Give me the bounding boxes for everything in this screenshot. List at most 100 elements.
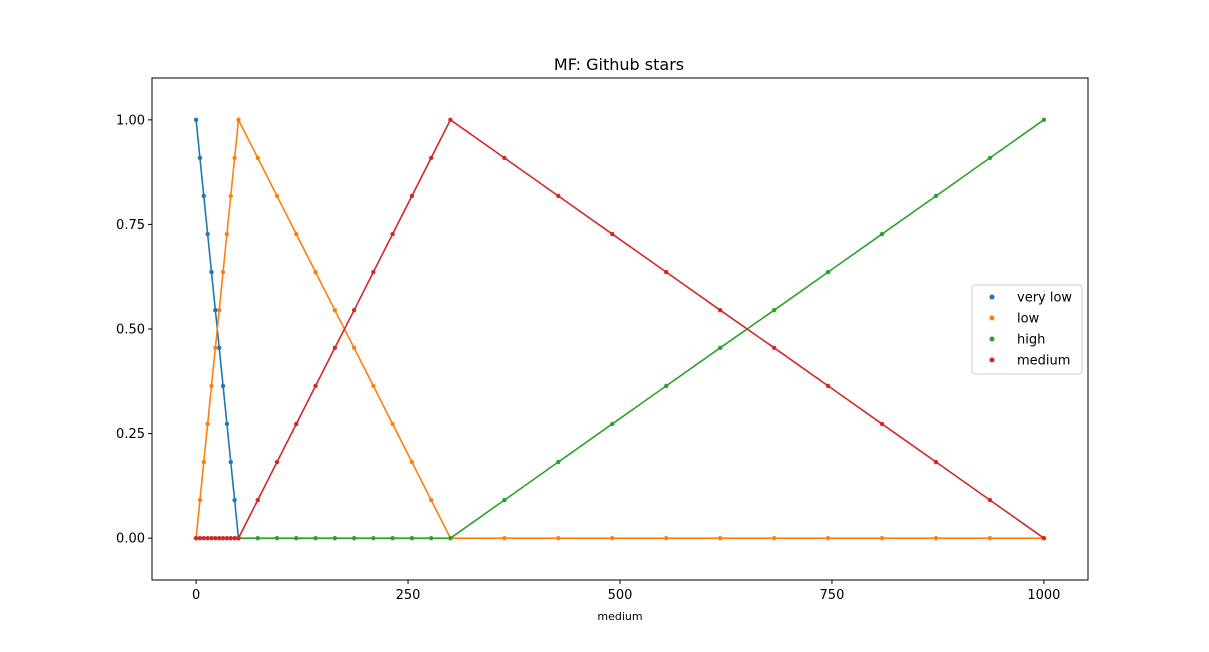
data-point	[220, 383, 226, 389]
data-point	[217, 345, 222, 351]
data-point	[197, 155, 203, 161]
data-point	[274, 535, 280, 541]
data-point	[664, 535, 669, 541]
data-point	[390, 535, 395, 541]
x-tick-label: 500	[608, 588, 633, 603]
x-axis-label: medium	[597, 610, 642, 623]
data-point	[933, 535, 939, 541]
data-point	[232, 535, 237, 541]
data-point	[213, 307, 218, 313]
data-point	[313, 535, 318, 541]
data-point	[718, 345, 723, 351]
data-point	[220, 269, 226, 275]
data-point	[197, 497, 203, 503]
data-point	[205, 535, 210, 541]
data-point	[209, 535, 214, 541]
data-point	[209, 269, 214, 275]
data-point	[332, 307, 338, 313]
legend-marker	[989, 357, 995, 363]
data-point	[351, 345, 357, 351]
data-point	[332, 535, 338, 541]
data-point	[390, 231, 395, 237]
data-point	[255, 535, 260, 541]
data-point	[294, 535, 299, 541]
data-point	[879, 421, 885, 427]
data-point	[232, 497, 237, 503]
data-point	[448, 117, 453, 123]
x-tick-label: 1000	[1027, 588, 1060, 603]
y-tick-label: 0.75	[116, 218, 145, 233]
data-point	[217, 535, 222, 541]
y-tick-label: 0.50	[116, 323, 145, 338]
data-point	[664, 269, 669, 275]
data-point	[274, 193, 280, 199]
y-tick-label: 0.25	[116, 427, 145, 442]
data-point	[371, 269, 376, 275]
x-axis: 0 250 500 750 1000	[192, 580, 1060, 603]
data-point	[610, 421, 615, 427]
data-point	[193, 117, 199, 123]
data-point	[332, 345, 338, 351]
data-point	[610, 231, 615, 237]
data-point	[825, 535, 831, 541]
data-point	[232, 155, 237, 161]
data-point	[294, 231, 299, 237]
data-point	[351, 307, 357, 313]
data-point	[556, 193, 561, 199]
y-tick-label: 1.00	[116, 113, 145, 128]
data-point	[351, 535, 357, 541]
data-point	[879, 535, 885, 541]
data-point	[428, 155, 434, 161]
data-point	[448, 535, 453, 541]
x-tick-label: 0	[192, 588, 200, 603]
legend-entry: medium	[1017, 354, 1070, 369]
data-point	[217, 307, 222, 313]
data-point	[228, 459, 233, 465]
legend-marker	[989, 315, 995, 321]
data-point	[409, 193, 415, 199]
y-axis: 0.00 0.25 0.50 0.75 1.00	[116, 113, 152, 547]
data-point	[294, 421, 299, 427]
data-point	[409, 535, 415, 541]
data-point	[236, 117, 241, 123]
data-point	[1041, 535, 1047, 541]
data-point	[987, 155, 993, 161]
data-point	[228, 535, 233, 541]
data-point	[428, 497, 434, 503]
data-point	[201, 459, 206, 465]
data-point	[228, 193, 233, 199]
data-point	[409, 459, 415, 465]
data-point	[224, 421, 230, 427]
data-point	[502, 497, 507, 503]
data-point	[771, 345, 777, 351]
data-point	[610, 535, 615, 541]
data-point	[556, 535, 561, 541]
data-point	[201, 535, 206, 541]
data-point	[390, 421, 395, 427]
data-point	[371, 383, 376, 389]
legend-marker	[989, 294, 995, 300]
data-point	[213, 535, 218, 541]
data-point	[502, 535, 507, 541]
data-point	[209, 383, 214, 389]
data-point	[224, 535, 230, 541]
legend-box	[971, 284, 1083, 375]
data-point	[371, 535, 376, 541]
data-point	[933, 193, 939, 199]
data-point	[213, 345, 218, 351]
plot-area	[193, 117, 1047, 541]
data-point	[224, 231, 230, 237]
series-medium	[193, 117, 1047, 541]
data-point	[879, 231, 885, 237]
data-point	[718, 535, 723, 541]
data-point	[255, 497, 260, 503]
legend-entry: very low	[1017, 291, 1072, 306]
data-point	[236, 535, 241, 541]
legend-entry: low	[1017, 312, 1040, 327]
data-point	[771, 535, 777, 541]
data-point	[1041, 117, 1047, 123]
legend-marker	[989, 336, 995, 342]
y-tick-label: 0.00	[116, 532, 145, 547]
legend: very low low high medium	[971, 284, 1083, 375]
